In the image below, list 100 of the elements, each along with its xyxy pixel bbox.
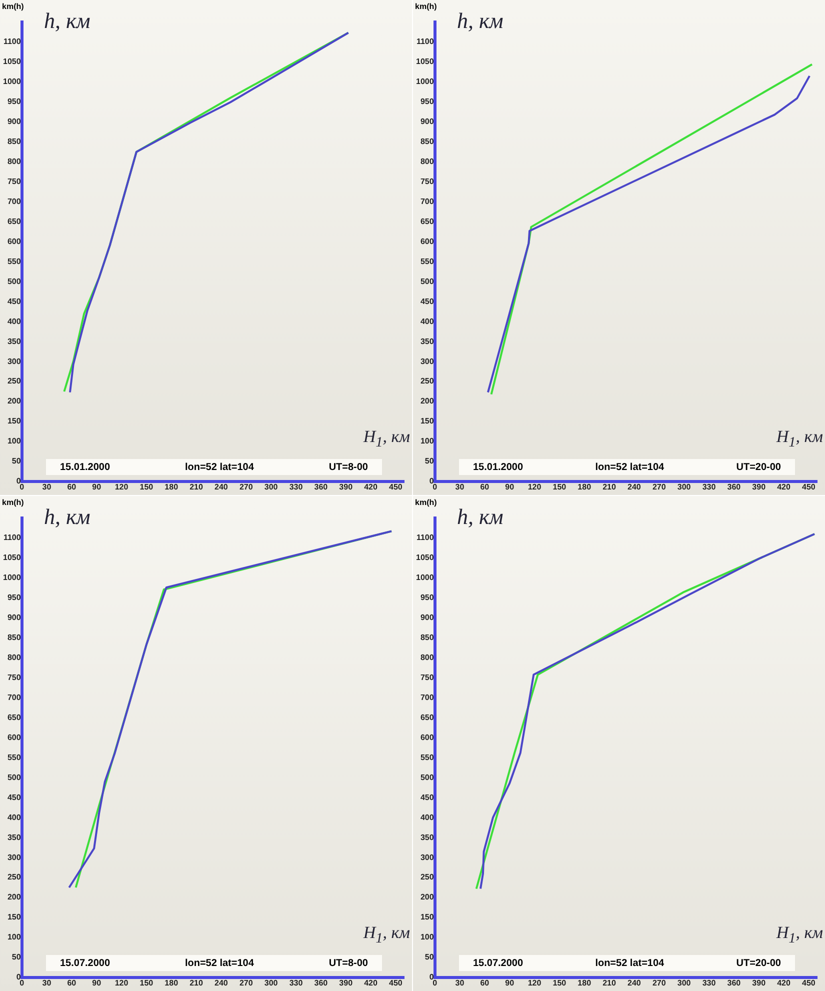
y-axis-title: h, км xyxy=(44,504,90,530)
y-tick-label: 200 xyxy=(7,892,22,902)
x-tick-label: 90 xyxy=(505,482,515,492)
y-tick-label: 200 xyxy=(420,396,434,406)
y-tick-label: 700 xyxy=(420,196,434,206)
y-tick-label: 700 xyxy=(7,692,22,702)
y-axis-title: h, км xyxy=(457,504,504,530)
y-tick-label: 1050 xyxy=(416,553,434,562)
x-tick-label: 450 xyxy=(802,482,816,492)
x-tick-label: 90 xyxy=(92,482,102,492)
x-tick-label: 390 xyxy=(339,978,354,988)
x-tick-label: 360 xyxy=(314,482,328,492)
y-tick-label: 150 xyxy=(420,912,434,922)
y-tick-label: 150 xyxy=(7,912,22,922)
y-tick-label: 700 xyxy=(7,196,22,206)
x-axis-title: H$_{1}$, км xyxy=(776,923,823,948)
y-tick-label: 750 xyxy=(7,176,22,186)
y-tick-label: 650 xyxy=(7,712,22,722)
y-tick-label: 250 xyxy=(7,376,22,386)
y-tick-label: 350 xyxy=(7,832,22,842)
x-tick-label: 240 xyxy=(214,978,228,988)
x-tick-label: 270 xyxy=(239,482,254,492)
y-tick-label: 450 xyxy=(7,296,22,306)
y-tick-label: 300 xyxy=(7,852,22,862)
x-tick-label: 150 xyxy=(552,978,567,988)
y-tick-label: 200 xyxy=(7,396,22,406)
y-tick-label: 950 xyxy=(7,593,22,602)
x-tick-label: 120 xyxy=(114,482,129,492)
x-tick-label: 450 xyxy=(389,482,403,492)
y-tick-label: 800 xyxy=(420,157,434,166)
annotation: lon=52 lat=104 xyxy=(595,462,664,473)
y-tick-label: 1100 xyxy=(3,37,22,46)
x-tick-label: 300 xyxy=(264,978,278,988)
text: km(h) xyxy=(415,498,437,507)
y-tick-label: 400 xyxy=(420,812,434,822)
x-tick-label: 330 xyxy=(702,978,716,988)
x-tick-label: 270 xyxy=(239,978,254,988)
x-tick-label: 360 xyxy=(727,978,742,988)
annotation: 15.01.2000 xyxy=(473,462,524,473)
y-tick-label: 1100 xyxy=(416,533,434,542)
y-tick-label: 1050 xyxy=(416,57,434,66)
x-tick-label: 150 xyxy=(140,978,154,988)
y-tick-label: 600 xyxy=(7,732,22,742)
annotation: 15.07.2000 xyxy=(473,958,524,969)
y-tick-label: 50 xyxy=(424,456,434,466)
annotation: UT=8-00 xyxy=(328,958,368,969)
y-tick-label: 250 xyxy=(7,872,22,882)
y-tick-label: 1000 xyxy=(416,77,434,86)
y-tick-label: 500 xyxy=(420,772,434,782)
y-tick-label: 750 xyxy=(420,672,434,682)
y-tick-label: 1050 xyxy=(3,553,22,562)
x-tick-label: 330 xyxy=(289,978,304,988)
y-tick-label: 400 xyxy=(7,316,22,326)
x-tick-label: 60 xyxy=(480,978,490,988)
x-tick-label: 420 xyxy=(364,978,378,988)
y-tick-label: 100 xyxy=(7,436,22,446)
y-tick-label: 250 xyxy=(420,376,434,386)
y-tick-label: 800 xyxy=(7,157,22,166)
y-tick-label: 1000 xyxy=(3,77,22,86)
x-tick-label: 420 xyxy=(364,482,378,492)
y-tick-label: 900 xyxy=(420,117,434,126)
y-tick-label: 550 xyxy=(7,256,22,266)
x-tick-label: 300 xyxy=(677,482,692,492)
y-tick-label: 850 xyxy=(7,633,22,642)
y-tick-label: 450 xyxy=(420,792,434,802)
y-tick-label: 600 xyxy=(420,732,434,742)
annotation: 15.01.2000 xyxy=(60,462,110,473)
x-tick-label: 360 xyxy=(314,978,328,988)
y-tick-label: 700 xyxy=(420,692,434,702)
y-tick-label: 50 xyxy=(12,456,22,466)
x-tick-label: 240 xyxy=(214,482,228,492)
x-tick-label: 120 xyxy=(528,482,542,492)
y-tick-label: 650 xyxy=(7,216,22,226)
annotation: lon=52 lat=104 xyxy=(595,958,664,969)
y-tick-label: 100 xyxy=(7,932,22,942)
y-tick-label: 900 xyxy=(7,613,22,622)
x-tick-label: 180 xyxy=(164,978,179,988)
y-tick-label: 1050 xyxy=(3,57,22,66)
x-tick-label: 270 xyxy=(652,978,666,988)
x-tick-label: 240 xyxy=(628,482,642,492)
x-tick-label: 300 xyxy=(264,482,278,492)
x-tick-label: 450 xyxy=(389,978,403,988)
x-tick-label: 180 xyxy=(578,978,592,988)
y-tick-label: 1000 xyxy=(3,573,22,582)
y-tick-label: 850 xyxy=(7,137,22,146)
x-tick-label: 210 xyxy=(190,978,204,988)
y-tick-label: 600 xyxy=(7,236,22,246)
y-tick-label: 950 xyxy=(7,97,22,106)
y-tick-label: 250 xyxy=(420,872,434,882)
y-tick-label: 350 xyxy=(7,336,22,346)
y-tick-label: 400 xyxy=(7,812,22,822)
y-tick-label: 550 xyxy=(420,256,434,266)
x-tick-label: 360 xyxy=(727,482,742,492)
annotation: UT=8-00 xyxy=(328,462,368,473)
y-tick-label: 50 xyxy=(424,952,434,962)
y-tick-label: 350 xyxy=(420,832,434,842)
x-tick-label: 30 xyxy=(455,978,465,988)
y-tick-label: 50 xyxy=(12,952,22,962)
x-tick-label: 420 xyxy=(777,978,791,988)
y-tick-label: 750 xyxy=(420,176,434,186)
